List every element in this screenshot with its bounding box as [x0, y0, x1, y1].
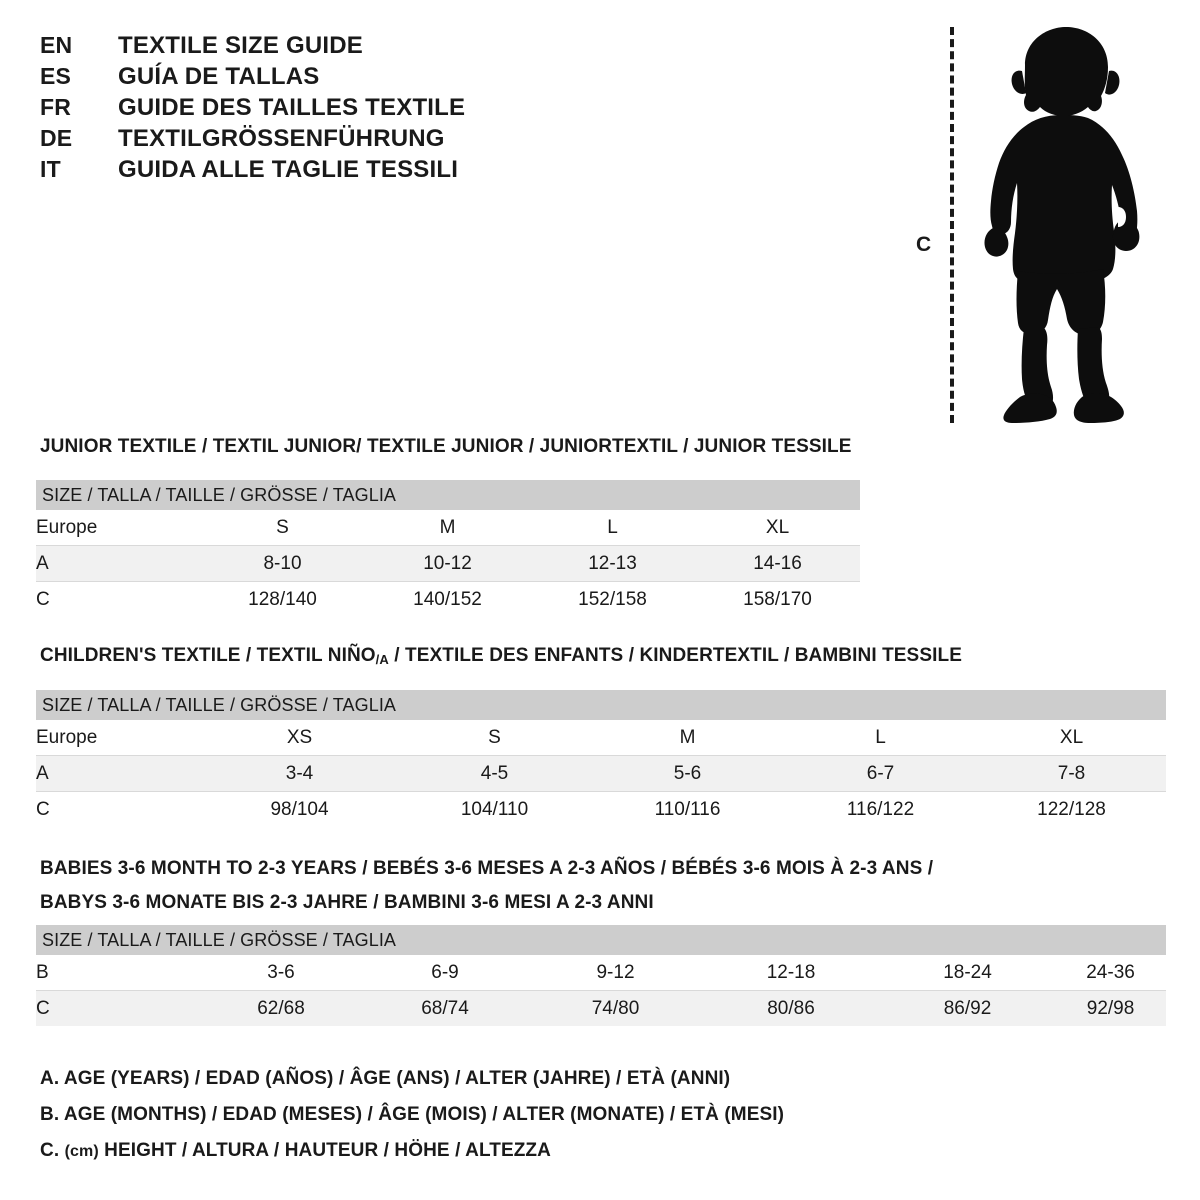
height-figure-area: C — [900, 15, 1170, 425]
children-cell: 122/128 — [977, 791, 1167, 827]
junior-section-heading: JUNIOR TEXTILE / TEXTIL JUNIOR/ TEXTILE … — [40, 436, 852, 457]
junior-cell: L — [530, 510, 695, 546]
babies-size-table: SIZE / TALLA / TAILLE / GRÖSSE / TAGLIA … — [36, 925, 1167, 1026]
junior-row-label-europe: Europe — [36, 510, 200, 546]
legend-line-a: A. AGE (YEARS) / EDAD (AÑOS) / ÂGE (ANS)… — [40, 1068, 731, 1089]
babies-cell: 24-36 — [1055, 955, 1167, 991]
babies-size-bar-row: SIZE / TALLA / TAILLE / GRÖSSE / TAGLIA — [36, 925, 1167, 955]
junior-cell: XL — [695, 510, 861, 546]
children-row-label-a: A — [36, 755, 201, 792]
table-row: B 3-6 6-9 9-12 12-18 18-24 24-36 — [36, 955, 1167, 991]
legend-block: A. AGE (YEARS) / EDAD (AÑOS) / ÂGE (ANS)… — [40, 1068, 784, 1176]
children-row-label-c: C — [36, 791, 201, 827]
babies-section-heading: BABIES 3-6 MONTH TO 2-3 YEARS / BEBÉS 3-… — [40, 858, 933, 914]
language-text-es: GUÍA DE TALLAS — [118, 63, 320, 90]
children-section-heading: CHILDREN'S TEXTILE / TEXTIL NIÑO/A / TEX… — [40, 645, 962, 667]
height-dashed-line-icon — [950, 27, 954, 423]
children-size-bar-row: SIZE / TALLA / TAILLE / GRÖSSE / TAGLIA — [36, 690, 1167, 720]
children-heading-sub: /A — [375, 652, 389, 667]
children-cell: 6-7 — [784, 755, 977, 792]
legend-c-prefix: C. — [40, 1140, 65, 1161]
language-row: FR GUIDE DES TAILLES TEXTILE — [40, 94, 540, 125]
junior-cell: 152/158 — [530, 581, 695, 617]
junior-row-label-c: C — [36, 581, 200, 617]
babies-cell: 6-9 — [361, 955, 529, 991]
table-row: Europe XS S M L XL — [36, 720, 1167, 756]
babies-cell: 18-24 — [880, 955, 1055, 991]
children-cell: 5-6 — [591, 755, 784, 792]
language-text-it: GUIDA ALLE TAGLIE TESSILI — [118, 156, 459, 183]
junior-cell: 12-13 — [530, 545, 695, 582]
junior-size-bar-row: SIZE / TALLA / TAILLE / GRÖSSE / TAGLIA — [36, 480, 861, 510]
table-row: C 62/68 68/74 74/80 80/86 86/92 92/98 — [36, 990, 1167, 1026]
children-cell: 7-8 — [977, 755, 1167, 792]
babies-cell: 62/68 — [201, 990, 361, 1026]
junior-size-bar-label: SIZE / TALLA / TAILLE / GRÖSSE / TAGLIA — [36, 480, 861, 510]
babies-cell: 3-6 — [201, 955, 361, 991]
babies-cell: 80/86 — [702, 990, 880, 1026]
junior-size-table: SIZE / TALLA / TAILLE / GRÖSSE / TAGLIA … — [36, 480, 861, 617]
junior-cell: S — [200, 510, 365, 546]
table-row: A 8-10 10-12 12-13 14-16 — [36, 545, 861, 582]
language-row: IT GUIDA ALLE TAGLIE TESSILI — [40, 156, 540, 187]
table-row: C 128/140 140/152 152/158 158/170 — [36, 581, 861, 617]
junior-row-label-a: A — [36, 545, 200, 582]
children-cell: 104/110 — [398, 791, 591, 827]
children-cell: 116/122 — [784, 791, 977, 827]
junior-cell: 140/152 — [365, 581, 530, 617]
babies-cell: 12-18 — [702, 955, 880, 991]
language-code-fr: FR — [40, 94, 72, 120]
children-heading-post: / TEXTILE DES ENFANTS / KINDERTEXTIL / B… — [388, 645, 962, 666]
babies-cell: 74/80 — [529, 990, 702, 1026]
language-code-it: IT — [40, 156, 61, 182]
language-code-en: EN — [40, 32, 73, 58]
height-measure-label: C — [916, 233, 932, 256]
table-row: A 3-4 4-5 5-6 6-7 7-8 — [36, 755, 1167, 792]
junior-cell: 8-10 — [200, 545, 365, 582]
children-heading-pre: CHILDREN'S TEXTILE / TEXTIL NIÑO — [40, 645, 376, 666]
language-row: EN TEXTILE SIZE GUIDE — [40, 32, 540, 63]
language-text-de: TEXTILGRÖSSENFÜHRUNG — [118, 125, 445, 152]
table-row: Europe S M L XL — [36, 510, 861, 546]
legend-c-rest: HEIGHT / ALTURA / HAUTEUR / HÖHE / ALTEZ… — [98, 1140, 551, 1161]
babies-heading-line1: BABIES 3-6 MONTH TO 2-3 YEARS / BEBÉS 3-… — [40, 858, 934, 879]
junior-cell: 158/170 — [695, 581, 861, 617]
children-cell: S — [398, 720, 591, 756]
babies-row-label-c: C — [36, 990, 201, 1026]
children-cell: 4-5 — [398, 755, 591, 792]
language-code-es: ES — [40, 63, 72, 89]
babies-cell: 9-12 — [529, 955, 702, 991]
babies-cell: 68/74 — [361, 990, 529, 1026]
legend-line-c: C. (cm) HEIGHT / ALTURA / HAUTEUR / HÖHE… — [40, 1140, 784, 1176]
children-cell: M — [591, 720, 784, 756]
toddler-silhouette-icon — [984, 27, 1140, 423]
children-cell: XS — [201, 720, 398, 756]
children-size-bar-label: SIZE / TALLA / TAILLE / GRÖSSE / TAGLIA — [36, 690, 1167, 720]
children-size-table: SIZE / TALLA / TAILLE / GRÖSSE / TAGLIA … — [36, 690, 1167, 827]
children-cell: 3-4 — [201, 755, 398, 792]
babies-heading-line2: BABYS 3-6 MONATE BIS 2-3 JAHRE / BAMBINI… — [40, 892, 654, 913]
junior-cell: 10-12 — [365, 545, 530, 582]
legend-line-b: B. AGE (MONTHS) / EDAD (MESES) / ÂGE (MO… — [40, 1104, 785, 1125]
children-cell: L — [784, 720, 977, 756]
junior-cell: M — [365, 510, 530, 546]
children-cell: XL — [977, 720, 1167, 756]
language-row: ES GUÍA DE TALLAS — [40, 63, 540, 94]
language-text-en: TEXTILE SIZE GUIDE — [118, 32, 363, 59]
children-cell: 98/104 — [201, 791, 398, 827]
babies-size-bar-label: SIZE / TALLA / TAILLE / GRÖSSE / TAGLIA — [36, 925, 1167, 955]
babies-row-label-b: B — [36, 955, 201, 991]
legend-c-unit: (cm) — [64, 1143, 99, 1160]
language-header-block: EN TEXTILE SIZE GUIDE ES GUÍA DE TALLAS … — [40, 32, 540, 187]
language-code-de: DE — [40, 125, 73, 151]
language-text-fr: GUIDE DES TAILLES TEXTILE — [118, 94, 466, 121]
language-row: DE TEXTILGRÖSSENFÜHRUNG — [40, 125, 540, 156]
babies-cell: 92/98 — [1055, 990, 1167, 1026]
junior-cell: 128/140 — [200, 581, 365, 617]
babies-cell: 86/92 — [880, 990, 1055, 1026]
children-cell: 110/116 — [591, 791, 784, 827]
children-row-label-europe: Europe — [36, 720, 201, 756]
junior-cell: 14-16 — [695, 545, 861, 582]
table-row: C 98/104 104/110 110/116 116/122 122/128 — [36, 791, 1167, 827]
